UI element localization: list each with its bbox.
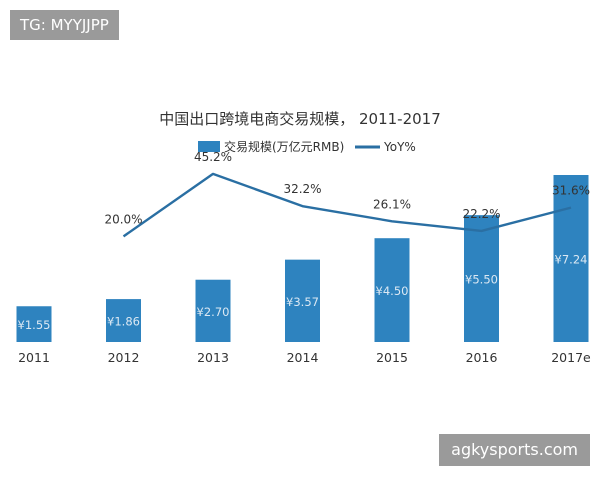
legend-bar-swatch (198, 141, 220, 152)
x-tick-label: 2013 (197, 350, 229, 365)
watermark-bottom-right: agkysports.com (439, 434, 590, 466)
legend: 交易规模(万亿元RMB) YoY% (198, 139, 416, 154)
x-tick-label: 2014 (287, 350, 319, 365)
yoy-value-label: 22.2% (462, 207, 500, 221)
legend-line-label: YoY% (383, 140, 416, 154)
bar-value-label: ¥3.57 (286, 295, 319, 309)
x-tick-label: 2015 (376, 350, 408, 365)
bar-2012 (106, 299, 141, 342)
watermark-top-left: TG: MYYJJPP (10, 10, 119, 40)
legend-bar-label: 交易规模(万亿元RMB) (224, 139, 344, 154)
chart-title: 中国出口跨境电商交易规模， 2011-2017 (159, 110, 441, 128)
bar-2013 (195, 279, 231, 342)
yoy-value-label: 31.6% (552, 184, 590, 198)
bar-2015 (374, 238, 410, 342)
x-tick-label: 2017e (551, 350, 591, 365)
bar-value-label: ¥4.50 (376, 284, 409, 298)
bar-2014 (285, 259, 320, 342)
bar-2016 (464, 215, 499, 342)
x-tick-label: 2011 (18, 350, 50, 365)
bar-value-label: ¥1.86 (107, 315, 140, 329)
x-tick-label: 2016 (466, 350, 498, 365)
x-tick-label: 2012 (108, 350, 140, 365)
bar-2011 (16, 306, 52, 342)
bar-value-label: ¥2.70 (197, 305, 230, 319)
yoy-value-label: 45.2% (194, 150, 232, 164)
yoy-value-label: 26.1% (373, 197, 411, 211)
bar-2017e (553, 175, 589, 342)
bar-value-label: ¥5.50 (465, 273, 498, 287)
bar-value-label: ¥1.55 (18, 318, 51, 332)
bar-value-label: ¥7.24 (555, 253, 588, 267)
yoy-line (122, 172, 572, 238)
yoy-value-label: 20.0% (104, 212, 142, 226)
yoy-value-label: 32.2% (283, 182, 321, 196)
